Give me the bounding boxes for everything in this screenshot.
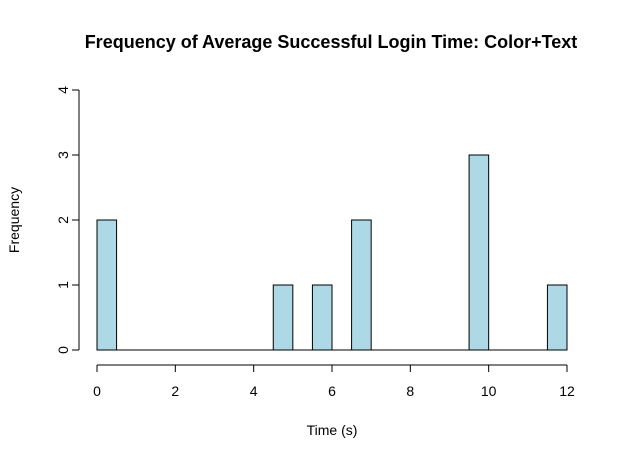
x-tick-label: 10 [481,383,497,399]
x-tick-label: 4 [250,383,258,399]
y-axis-label: Frequency [6,187,22,253]
y-tick-label: 3 [55,151,71,159]
histogram-bar [351,219,372,351]
y-tick-label: 0 [55,346,71,354]
x-tick-label: 2 [171,383,179,399]
x-tick-label: 12 [559,383,575,399]
bars-group [96,154,568,351]
histogram-bar [96,219,118,351]
x-axis-label: Time (s) [307,422,358,438]
histogram-bar [311,284,333,351]
x-tick-label: 0 [93,383,101,399]
x-tick-label: 6 [328,383,336,399]
y-tick-label: 2 [55,216,71,224]
histogram-bar [468,154,490,351]
y-axis: 0 1 2 3 4 [55,86,80,354]
y-tick-label: 4 [55,86,71,94]
y-tick-label: 1 [55,281,71,289]
x-axis: 0 2 4 6 8 10 12 [93,364,575,399]
histogram-bar [272,284,294,351]
x-tick-label: 8 [406,383,414,399]
chart-title: Frequency of Average Successful Login Ti… [85,32,578,52]
histogram-bar [546,284,568,351]
